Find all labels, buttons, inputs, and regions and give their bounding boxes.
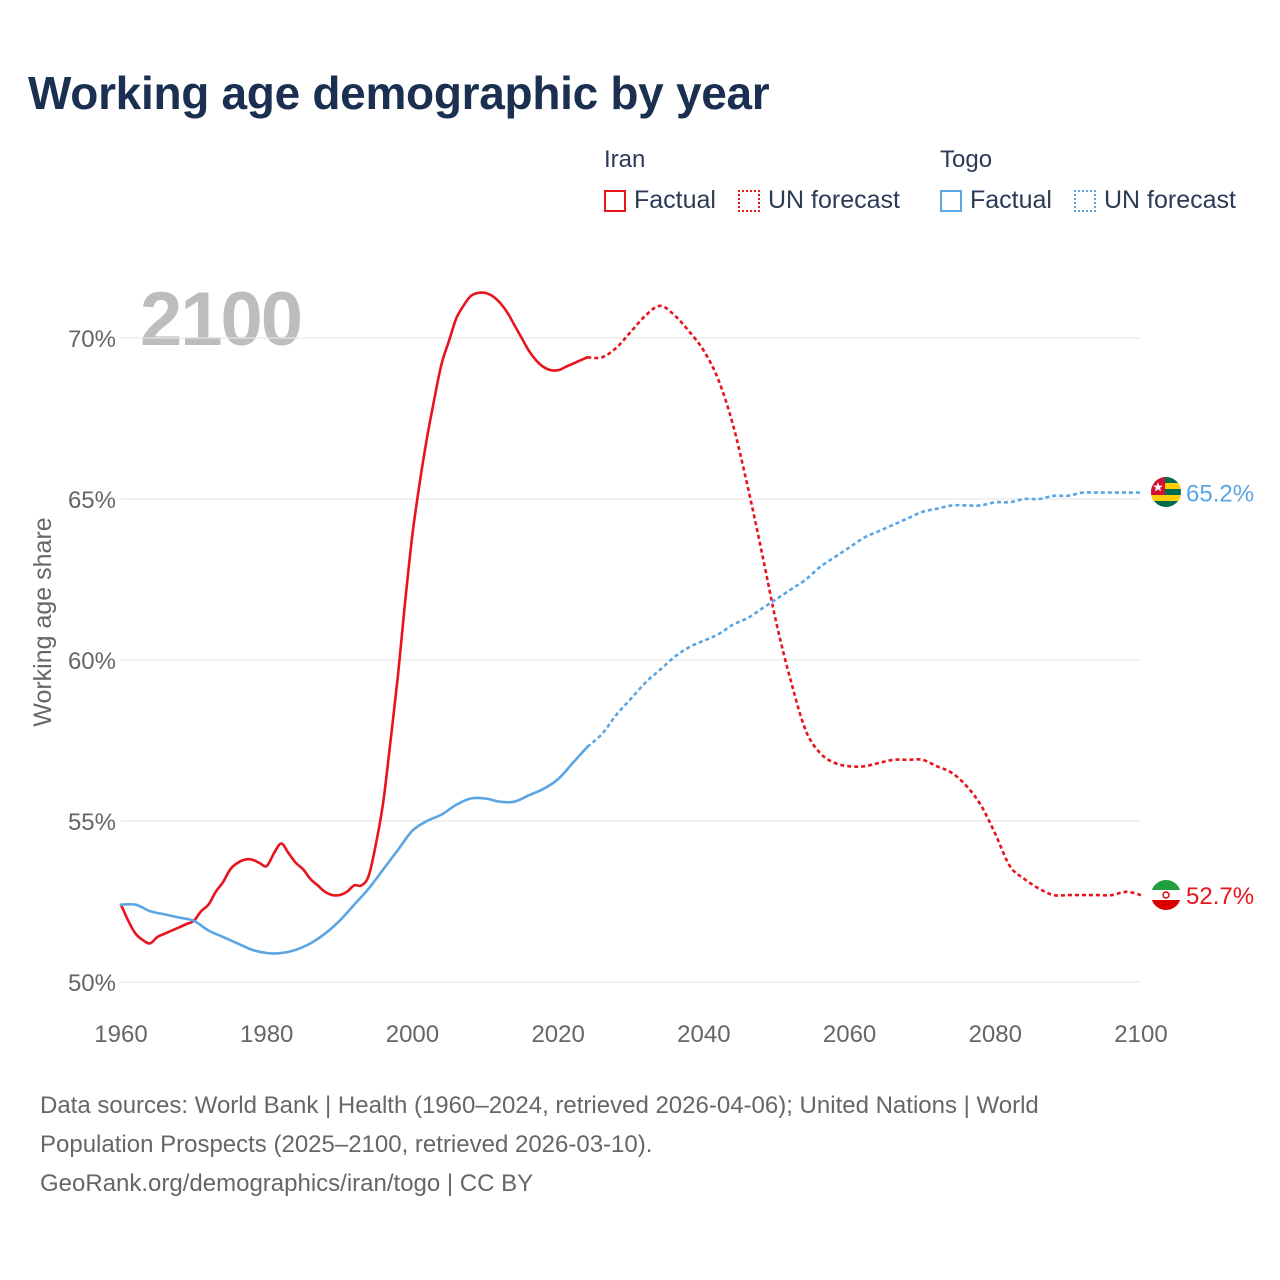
iran-flag-icon [1151,880,1181,910]
x-tick-label: 1980 [240,1021,293,1048]
x-tick-label: 2020 [531,1021,584,1048]
y-tick-label: 50% [68,970,116,997]
y-tick-label: 65% [68,487,116,514]
y-axis-label: Working age share [29,517,57,726]
x-tick-label: 2080 [969,1021,1022,1048]
togo-factual-line [119,745,589,955]
iran-end-value-label: 52.7% [1186,883,1254,910]
x-tick-label: 2000 [386,1021,439,1048]
legend-swatch-iran-factual [604,189,626,212]
legend-label: UN forecast [1104,186,1236,214]
legend-label: Factual [634,186,716,214]
x-tick-label: 2040 [677,1021,730,1048]
legend-group-togo: Togo [940,146,993,173]
legend-swatch-togo-factual [940,189,962,212]
year-watermark: 2100 [140,277,303,362]
y-tick-label: 60% [68,648,116,675]
y-tick-label: 55% [68,809,116,836]
togo-flag-icon [1151,477,1181,507]
legend-label: Factual [970,186,1052,214]
legend-togo-factual[interactable]: Factual [940,186,1052,215]
attribution-link[interactable]: GeoRank.org/demographics/iran/togo | CC … [40,1170,534,1197]
legend-iran-forecast[interactable]: UN forecast [738,186,900,215]
togo-forecast-line [586,491,1141,748]
togo-end-value-label: 65.2% [1186,481,1254,508]
legend-swatch-iran-forecast [738,189,760,212]
chart-title: Working age demographic by year [28,67,770,119]
line-chart: 50% 55% 60% 65% 70% 1960 1980 2000 2020 2040 2060 2… [29,291,1254,1048]
footer: Data sources: World Bank | Health (1960–… [40,1086,1220,1203]
y-tick-label: 70% [68,326,116,353]
x-tick-label: 1960 [94,1021,147,1048]
legend-iran-factual[interactable]: Factual [604,186,716,215]
x-tick-label: 2060 [823,1021,876,1048]
source-line-2: Population Prospects (2025–2100, retriev… [40,1131,653,1158]
x-tick-label: 2100 [1114,1021,1167,1048]
legend-label: UN forecast [768,186,900,214]
source-line-1: Data sources: World Bank | Health (1960–… [40,1092,1039,1119]
legend-group-iran: Iran [604,146,646,173]
legend-swatch-togo-forecast [1074,189,1096,212]
iran-factual-line [119,291,589,945]
legend-togo-forecast[interactable]: UN forecast [1074,186,1236,215]
iran-forecast-line [587,304,1142,897]
